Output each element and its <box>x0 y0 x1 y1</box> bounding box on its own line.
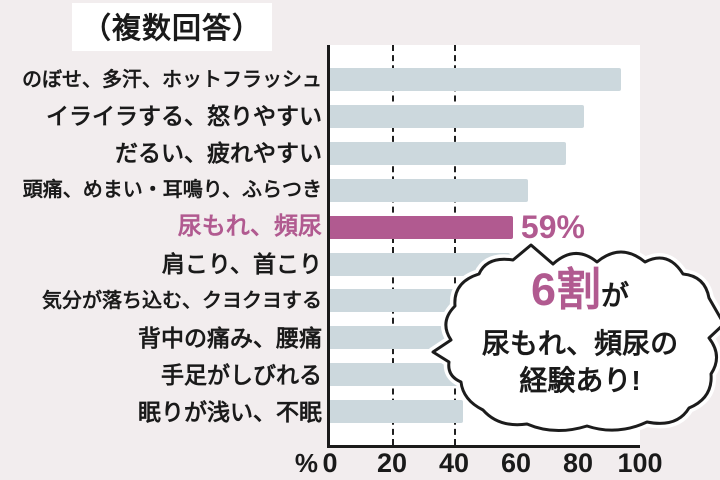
bar <box>330 252 510 276</box>
bar <box>330 104 585 128</box>
category-label: だるい、疲れやすい <box>115 140 322 167</box>
speech-bubble-shape <box>431 243 720 432</box>
callout-suffix-text: が <box>601 279 630 311</box>
category-label: 肩こり、首こり <box>161 251 322 277</box>
category-label: イライラする、怒りやすい <box>46 103 322 130</box>
speech-bubble <box>428 240 720 436</box>
bar <box>330 141 566 165</box>
gridline-20 <box>392 45 394 445</box>
bar <box>330 68 622 91</box>
category-label: 手足がしびれる <box>161 361 322 388</box>
callout-highlight-text: 6割 <box>530 263 601 315</box>
bar <box>330 178 529 202</box>
bar-highlighted <box>330 215 513 239</box>
category-label: 尿もれ、頻尿 <box>177 213 322 241</box>
speech-bubble-text: 6割が 尿もれ、頻尿の 経験あり! <box>455 252 705 412</box>
category-label: 頭痛、めまい・耳鳴り、ふらつき <box>22 179 322 202</box>
category-label: 気分が落ち込む、クヨクヨする <box>42 289 322 312</box>
category-label: のぼせ、多汗、ホットフラッシュ <box>22 68 322 91</box>
gridline-40 <box>454 45 456 445</box>
callout-line-1: 6割が <box>530 263 630 325</box>
x-axis-tick-60: 60 <box>500 448 532 478</box>
bar <box>330 326 448 350</box>
bar <box>330 400 464 424</box>
x-axis-tick-80: 80 <box>562 448 594 478</box>
x-axis-unit-symbol: % <box>294 448 318 478</box>
chart-title-note: （複数回答） <box>72 3 273 51</box>
x-axis-tick-0: 0 <box>322 448 338 478</box>
x-axis-tick-40: 40 <box>438 448 470 478</box>
bar <box>330 363 461 387</box>
callout-line-3: 経験あり! <box>519 364 641 396</box>
callout-line-2: 尿もれ、頻尿の <box>481 327 679 359</box>
highlight-value-label: 59% <box>520 209 585 246</box>
category-label: 眠りが浅い、不眠 <box>138 398 322 425</box>
x-axis-tick-100: 100 <box>617 448 663 478</box>
bar <box>330 289 464 313</box>
category-label: 背中の痛み、腰痛 <box>138 324 322 351</box>
x-axis-tick-20: 20 <box>376 448 408 478</box>
